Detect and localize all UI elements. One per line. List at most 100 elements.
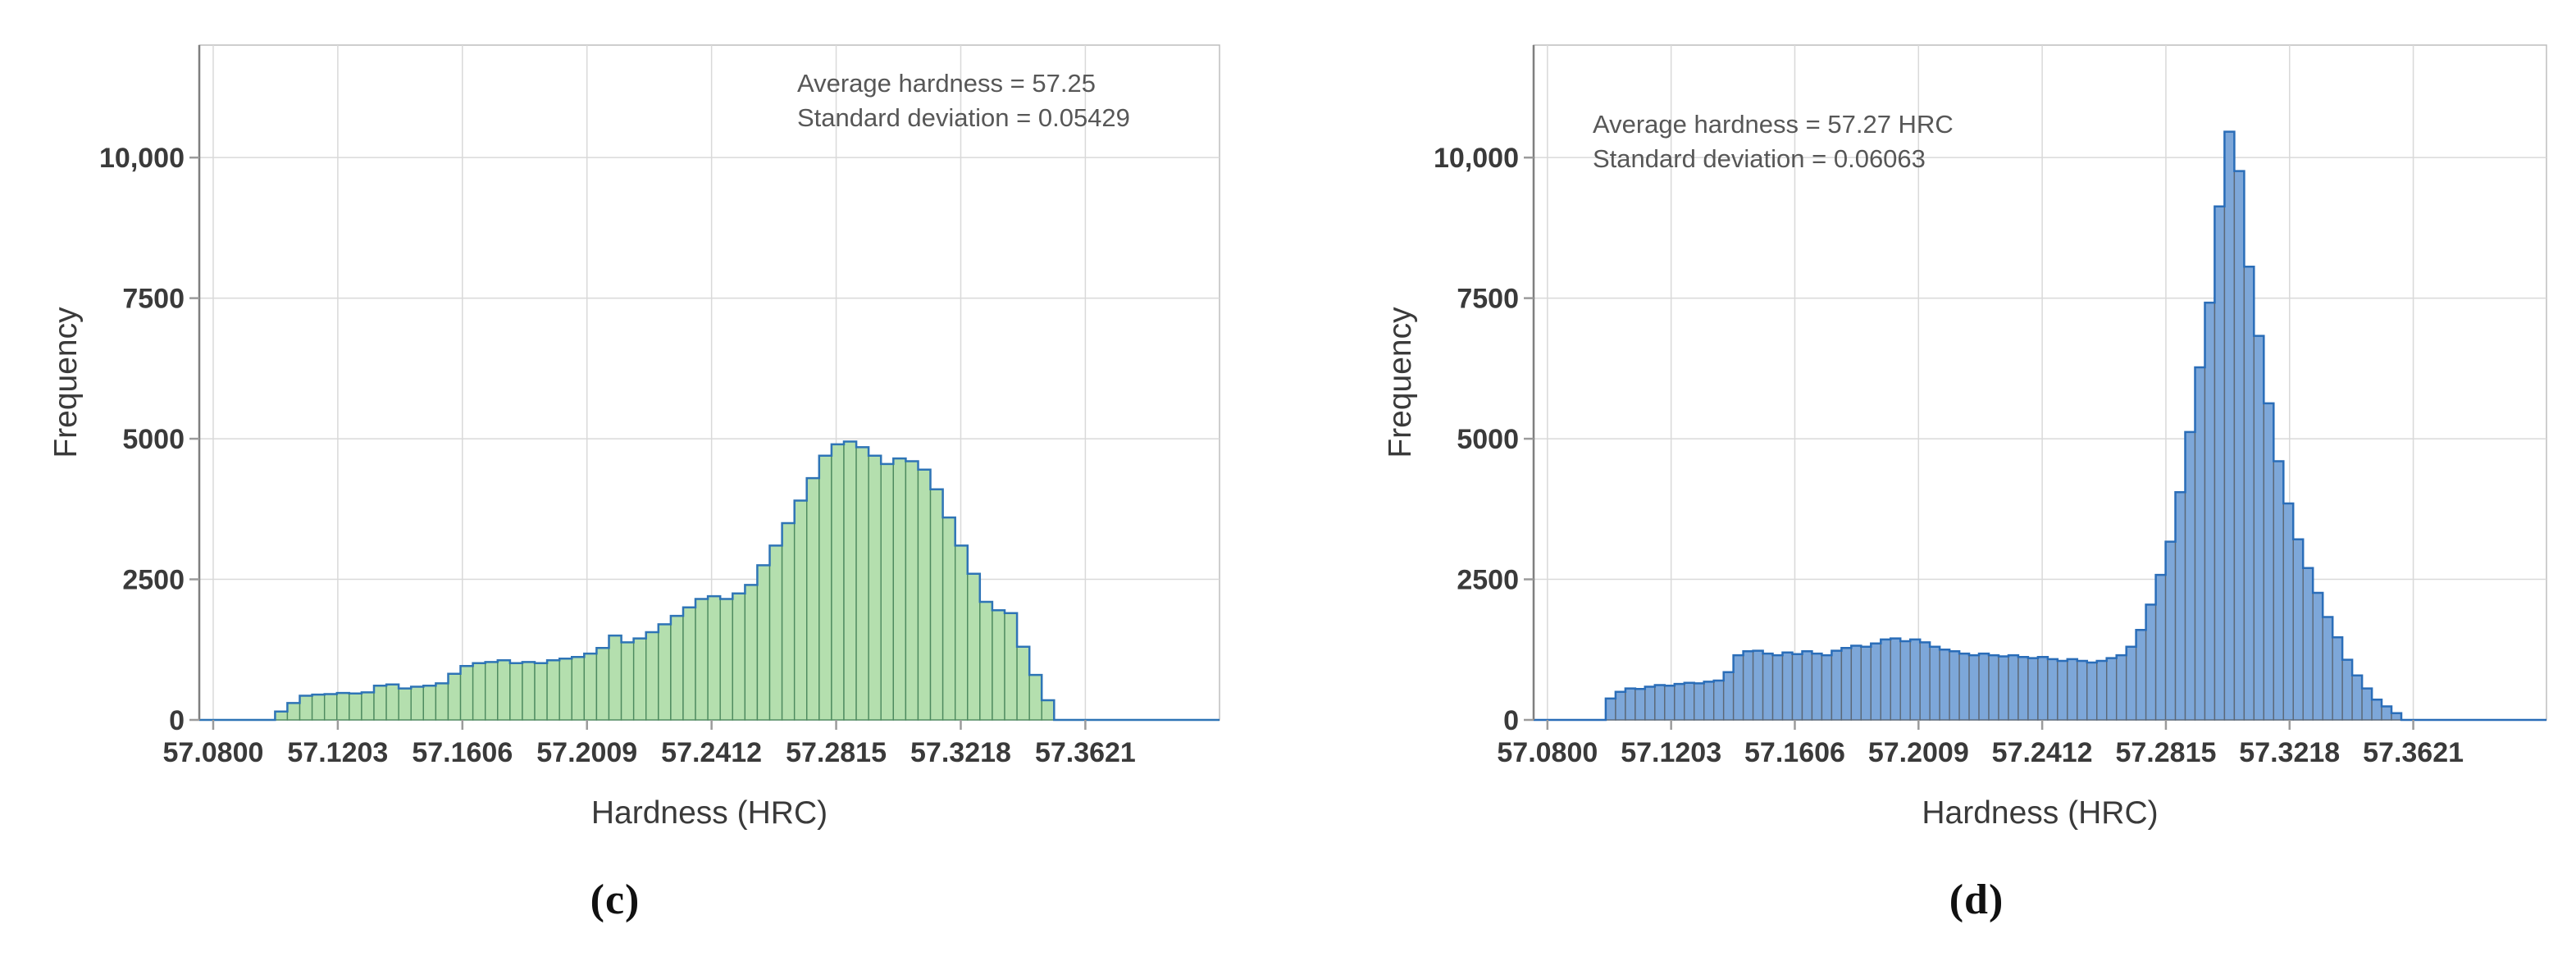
histogram-bar xyxy=(410,685,425,721)
histogram-bar xyxy=(534,663,548,721)
histogram-bar xyxy=(917,469,932,721)
histogram-bar xyxy=(1742,650,1754,721)
histogram-bar xyxy=(2253,335,2265,721)
histogram-bar xyxy=(1939,649,1950,721)
histogram-bar xyxy=(1850,644,1862,721)
panel-c: 57.0800 57.1203 57.1606 57.2009 57.2412 57.28… xyxy=(48,44,1220,923)
histogram-bar xyxy=(954,544,969,721)
histogram-bar xyxy=(1028,674,1042,721)
histogram-bar xyxy=(2332,636,2343,721)
histogram-bar xyxy=(1041,699,1055,721)
histogram-chart-c: 57.0800 57.1203 57.1606 57.2009 57.2412 57.28… xyxy=(48,44,1220,831)
x-tick-label: 57.2412 xyxy=(1992,737,2093,768)
histogram-bar xyxy=(1664,685,1676,721)
histogram-bar xyxy=(2037,656,2049,721)
histogram-bar xyxy=(1821,654,1833,721)
histogram-bar xyxy=(323,693,338,721)
histogram-bar xyxy=(1831,649,1843,721)
histogram-bar xyxy=(1949,650,1960,721)
histogram-bar xyxy=(658,623,672,721)
histogram-bar xyxy=(1644,685,1656,721)
histogram-bar xyxy=(1654,684,1666,721)
histogram-bar xyxy=(1791,653,1803,721)
histogram-bar xyxy=(768,544,783,721)
histogram-bar xyxy=(1752,649,1764,721)
x-tick-label: 57.0800 xyxy=(163,737,264,768)
histogram-bar xyxy=(1625,687,1636,721)
histogram-bar xyxy=(2243,266,2255,721)
histogram-bar xyxy=(1762,653,1774,721)
histogram-bar xyxy=(1732,654,1744,721)
histogram-bar xyxy=(2115,654,2127,721)
histogram-bar xyxy=(1880,639,1891,721)
histogram-bar xyxy=(2351,675,2363,721)
histogram-bar xyxy=(2135,629,2147,721)
histogram-bar xyxy=(781,522,796,721)
histogram-bar xyxy=(2077,660,2088,721)
histogram-bar xyxy=(2027,657,2039,721)
histogram-bar xyxy=(2361,687,2373,721)
histogram-bar xyxy=(2164,540,2177,721)
stats-annotation-line: Standard deviation = 0.05429 xyxy=(797,103,1130,132)
histogram-bar xyxy=(2214,206,2226,721)
x-tick-label: 57.1606 xyxy=(1744,737,1845,768)
histogram-bar xyxy=(2184,431,2196,721)
stats-annotation-line: Average hardness = 57.25 xyxy=(797,69,1096,98)
histogram-bar xyxy=(608,635,622,721)
histogram-bar xyxy=(1860,646,1872,721)
histogram-bar xyxy=(497,659,511,721)
histogram-bar xyxy=(855,446,869,721)
histogram-bar xyxy=(422,685,437,721)
x-axis-title: Hardness (HRC) xyxy=(1922,795,2158,831)
histogram-bar xyxy=(2106,657,2118,721)
histogram-bar xyxy=(349,693,362,721)
y-tick-label: 0 xyxy=(1503,705,1519,736)
stats-annotation-line: Standard deviation = 0.06063 xyxy=(1593,144,1926,173)
histogram-bar xyxy=(1781,652,1794,721)
histogram-bar xyxy=(2057,660,2068,721)
histogram-chart-d: 57.0800 57.1203 57.1606 57.2009 57.2412 57.28… xyxy=(1383,44,2547,831)
histogram-bar xyxy=(1712,680,1725,721)
histogram-bar xyxy=(484,661,499,721)
histogram-bar xyxy=(373,685,387,721)
histogram-bar xyxy=(756,564,771,721)
histogram-bar xyxy=(311,694,326,721)
histogram-bar xyxy=(905,460,919,721)
histogram-bar xyxy=(2008,654,2019,721)
y-tick-label: 2500 xyxy=(122,565,185,596)
histogram-bar xyxy=(645,631,659,721)
y-tick-label: 7500 xyxy=(122,284,185,315)
histogram-bar xyxy=(1899,640,1911,721)
histogram-bar xyxy=(1722,672,1735,721)
histogram-bar xyxy=(2302,567,2314,721)
histogram-bar xyxy=(880,463,894,721)
x-axis-title: Hardness (HRC) xyxy=(591,795,828,831)
histogram-bar xyxy=(1016,646,1030,721)
histogram-bar xyxy=(2263,403,2274,721)
histogram-bar xyxy=(2194,367,2206,721)
histogram-bar xyxy=(2096,660,2108,721)
y-axis-title: Frequency xyxy=(48,307,84,458)
histogram-bar xyxy=(2341,658,2353,721)
x-tick-label: 57.1203 xyxy=(287,737,388,768)
histogram-bar xyxy=(571,656,586,721)
x-tick-label: 57.3621 xyxy=(1035,737,1136,768)
histogram-bar xyxy=(447,673,462,721)
histogram-bar xyxy=(892,458,907,721)
histogram-bar xyxy=(1004,612,1018,721)
y-tick-label: 5000 xyxy=(122,424,185,455)
y-axis-title: Frequency xyxy=(1383,307,1418,458)
histogram-bar xyxy=(632,637,647,721)
y-tick-label: 2500 xyxy=(1457,565,1519,596)
y-tick-label: 10,000 xyxy=(1434,143,1519,174)
histogram-bar xyxy=(806,477,820,721)
histogram-bar xyxy=(1801,650,1813,721)
histogram-bar xyxy=(2204,302,2216,721)
histogram-bar xyxy=(2067,658,2078,721)
caption-c: (c) xyxy=(590,877,641,923)
x-tick-label: 57.1203 xyxy=(1621,737,1721,768)
histogram-bar xyxy=(1684,682,1695,721)
histogram-bar xyxy=(1811,653,1823,721)
histogram-bar xyxy=(435,682,449,721)
